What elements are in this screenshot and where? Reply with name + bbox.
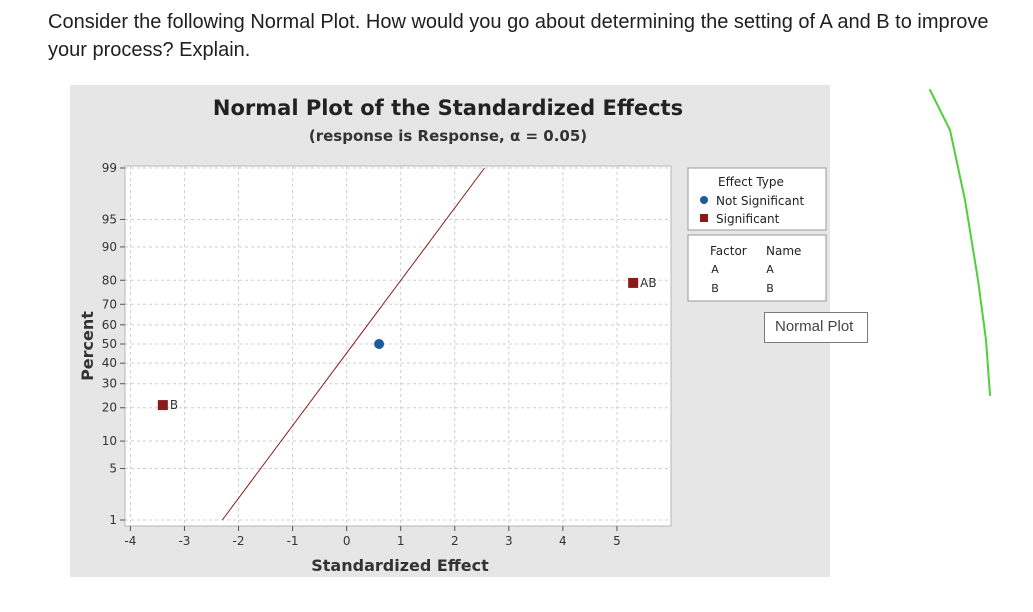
data-point-significant bbox=[157, 400, 168, 411]
legend-entry-not-significant: Not Significant bbox=[716, 194, 804, 208]
plot-area bbox=[124, 165, 672, 527]
factor-cell: A bbox=[711, 263, 719, 276]
x-tick-label: -3 bbox=[178, 534, 190, 548]
y-tick-label: 40 bbox=[102, 356, 117, 370]
y-tick-label: 90 bbox=[102, 240, 117, 254]
legend-title: Effect Type bbox=[718, 175, 784, 189]
y-tick-label: 5 bbox=[109, 462, 117, 476]
x-tick-label: 0 bbox=[343, 534, 351, 548]
legend-box bbox=[687, 167, 827, 231]
y-tick-label: 20 bbox=[102, 401, 117, 415]
y-tick-label: 30 bbox=[102, 377, 117, 391]
x-axis-label: Standardized Effect bbox=[311, 556, 489, 575]
reference-line bbox=[221, 167, 485, 521]
data-point-label: AB bbox=[640, 276, 656, 290]
x-tick-label: 3 bbox=[505, 534, 513, 548]
legend-marker-significant bbox=[700, 214, 708, 222]
y-tick-label: 99 bbox=[102, 161, 117, 175]
factor-cell: B bbox=[711, 282, 719, 295]
gridlines bbox=[125, 166, 671, 526]
y-tick-label: 60 bbox=[102, 318, 117, 332]
y-axis: 1 5 10 20 30 40 50 60 70 80 90 95 99 bbox=[102, 161, 125, 527]
data-point-significant bbox=[628, 277, 639, 288]
factor-header: Factor bbox=[710, 244, 747, 258]
factor-table bbox=[687, 234, 827, 302]
x-tick-label: -4 bbox=[124, 534, 136, 548]
y-axis-label: Percent bbox=[78, 311, 97, 381]
data-point-not-significant bbox=[374, 339, 385, 349]
chart-subtitle: (response is Response, α = 0.05) bbox=[309, 127, 587, 145]
name-cell: B bbox=[766, 282, 774, 295]
x-tick-label: 5 bbox=[613, 534, 621, 548]
name-header: Name bbox=[766, 244, 801, 258]
x-tick-label: -1 bbox=[287, 534, 299, 548]
question-text: Consider the following Normal Plot. How … bbox=[48, 11, 989, 61]
x-axis: -4 -3 -2 -1 0 1 2 3 4 5 bbox=[124, 526, 621, 548]
legend-entry-significant: Significant bbox=[716, 212, 780, 226]
chart-title: Normal Plot of the Standardized Effects bbox=[213, 96, 683, 120]
x-tick-label: 4 bbox=[559, 534, 567, 548]
y-tick-label: 80 bbox=[102, 273, 117, 287]
x-tick-label: 2 bbox=[451, 534, 459, 548]
y-tick-label: 50 bbox=[102, 337, 117, 351]
x-tick-label: -2 bbox=[233, 534, 245, 548]
y-tick-label: 1 bbox=[109, 513, 117, 527]
y-tick-label: 70 bbox=[102, 297, 117, 311]
y-tick-label: 95 bbox=[102, 212, 117, 226]
name-cell: A bbox=[766, 263, 774, 276]
green-annotation-stroke bbox=[929, 89, 991, 396]
y-tick-label: 10 bbox=[102, 434, 117, 448]
tooltip: Normal Plot bbox=[764, 312, 868, 343]
legend-marker-not-significant bbox=[700, 196, 708, 204]
data-point-label: B bbox=[170, 398, 178, 412]
x-tick-label: 1 bbox=[397, 534, 405, 548]
data-points: B AB bbox=[157, 276, 657, 412]
